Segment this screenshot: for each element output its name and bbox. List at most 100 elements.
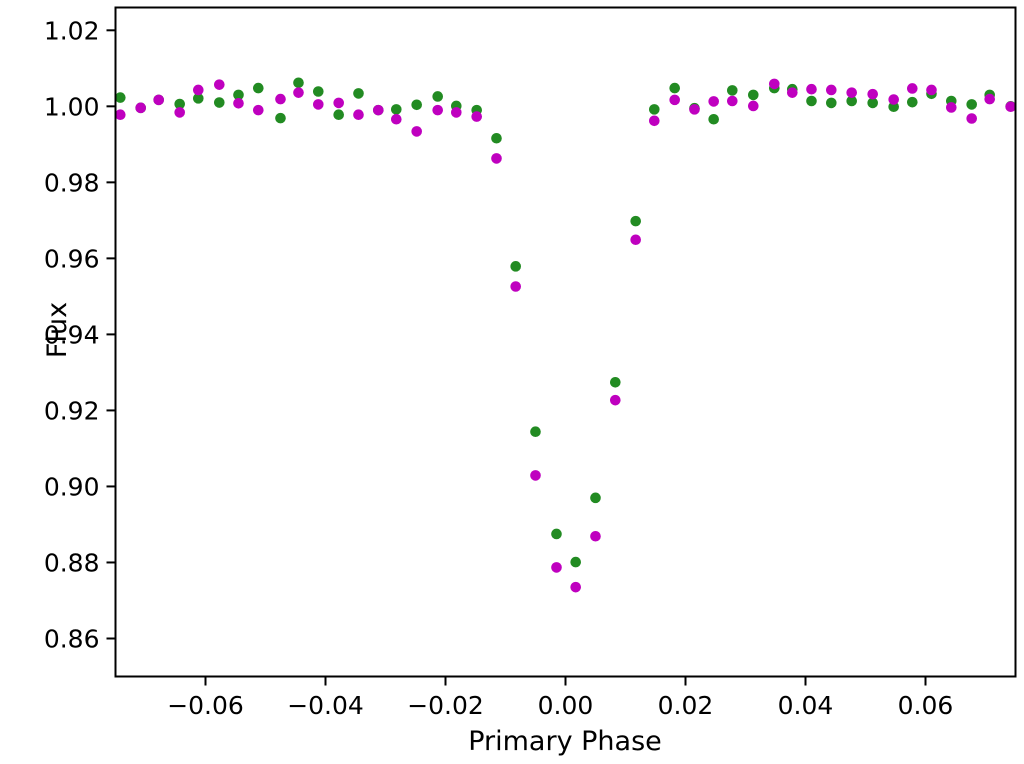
green-series-point [293,77,304,89]
green-series-point [590,492,601,504]
green-series-point [353,88,364,99]
y-tick-label: 0.90 [44,472,100,501]
magenta-series-point [411,126,423,137]
y-tick-label: 0.96 [44,244,100,273]
magenta-series-point [907,83,918,94]
green-series-point [806,95,817,107]
y-axis-label: Flux [42,302,73,358]
green-series-point [233,89,244,101]
magenta-series-point [846,87,857,98]
magenta-series-point [135,102,146,114]
magenta-series-point [432,104,444,116]
magenta-series-point [510,281,521,292]
green-series-point [551,528,562,540]
green-series-point [333,109,345,120]
y-tick-label: 0.94 [44,320,100,349]
magenta-series-point [214,79,225,90]
magenta-series-point [333,97,345,109]
y-tick-label: 0.98 [44,168,100,197]
magenta-series-point [748,100,759,112]
magenta-series-point [391,113,402,125]
magenta-series-point [826,84,837,96]
green-series-point [610,376,621,388]
magenta-series-point [689,104,700,115]
x-tick-label: 0.04 [778,691,834,720]
magenta-series-point [708,96,719,107]
green-series-point [907,96,918,108]
green-series-point [630,215,641,227]
magenta-series-point [451,107,462,118]
magenta-series-point [769,78,780,90]
magenta-series-point [669,94,680,106]
green-series-point [826,97,837,109]
magenta-series-point [630,234,641,246]
magenta-series-point [867,88,878,100]
green-series-point [115,92,126,103]
y-tick-label: 0.92 [44,396,100,425]
magenta-series-point [252,104,264,116]
green-series-point [510,261,521,272]
magenta-series-point [233,97,244,109]
green-series-point [313,86,324,97]
magenta-series-point [373,104,384,116]
green-series-point [966,99,977,110]
magenta-series-point [275,93,286,105]
magenta-series-point [590,530,601,542]
magenta-series-point [551,562,562,573]
y-tick-label: 0.88 [44,548,100,577]
magenta-series-point [491,153,502,164]
x-tick-label: 0.06 [898,691,954,720]
y-tick-label: 0.86 [44,624,100,653]
green-series-point [748,89,759,101]
green-series-point [391,104,402,115]
y-tick-label: 1.02 [44,16,100,45]
green-series-point [708,113,719,125]
green-series-point [432,91,444,102]
magenta-series-point [193,84,204,96]
magenta-series-point [984,93,995,105]
x-tick-label: −0.06 [167,691,244,720]
x-tick-label: 0.02 [658,691,714,720]
x-axis-label: Primary Phase [468,726,662,757]
y-tick-label: 1.00 [44,92,100,121]
green-series-point [867,97,878,109]
magenta-series-point [313,99,324,110]
axis-ticks: −0.06 −0.04 −0.02 0.00 0.02 0.04 0.06 0.86 0.88 0… [44,16,954,720]
green-series-point [669,82,680,94]
magenta-series-point [1005,101,1016,113]
magenta-series-point [610,394,621,406]
magenta-series-point [888,94,899,105]
magenta-series-point [966,113,977,124]
x-tick-label: 0.00 [538,691,594,720]
green-series-point [174,98,185,110]
green-series-point [530,426,541,438]
magenta-series-point [115,109,126,120]
magenta-series-point [174,107,185,118]
x-tick-label: −0.04 [287,691,364,720]
magenta-series-point [787,87,798,98]
green-series-point [846,95,857,107]
magenta-series-point [727,95,738,107]
magenta-series-point [530,470,541,481]
green-series-point [411,99,423,111]
green-series-point [727,85,738,96]
data-points [115,77,1016,593]
magenta-series-point [353,109,364,120]
green-series-point [275,112,286,124]
green-series-point [214,97,225,108]
magenta-series-point [153,94,164,106]
magenta-series-point [293,87,304,98]
green-series-point [570,556,581,568]
magenta-series-point [570,581,581,593]
magenta-series-point [926,84,937,96]
green-series-point [491,132,502,144]
green-series-point [193,93,204,104]
magenta-series-point [946,102,957,113]
green-series-point [649,104,660,115]
plot-border [114,6,1017,678]
x-tick-label: −0.02 [407,691,484,720]
magenta-series-point [471,111,483,122]
magenta-series-point [806,83,817,95]
